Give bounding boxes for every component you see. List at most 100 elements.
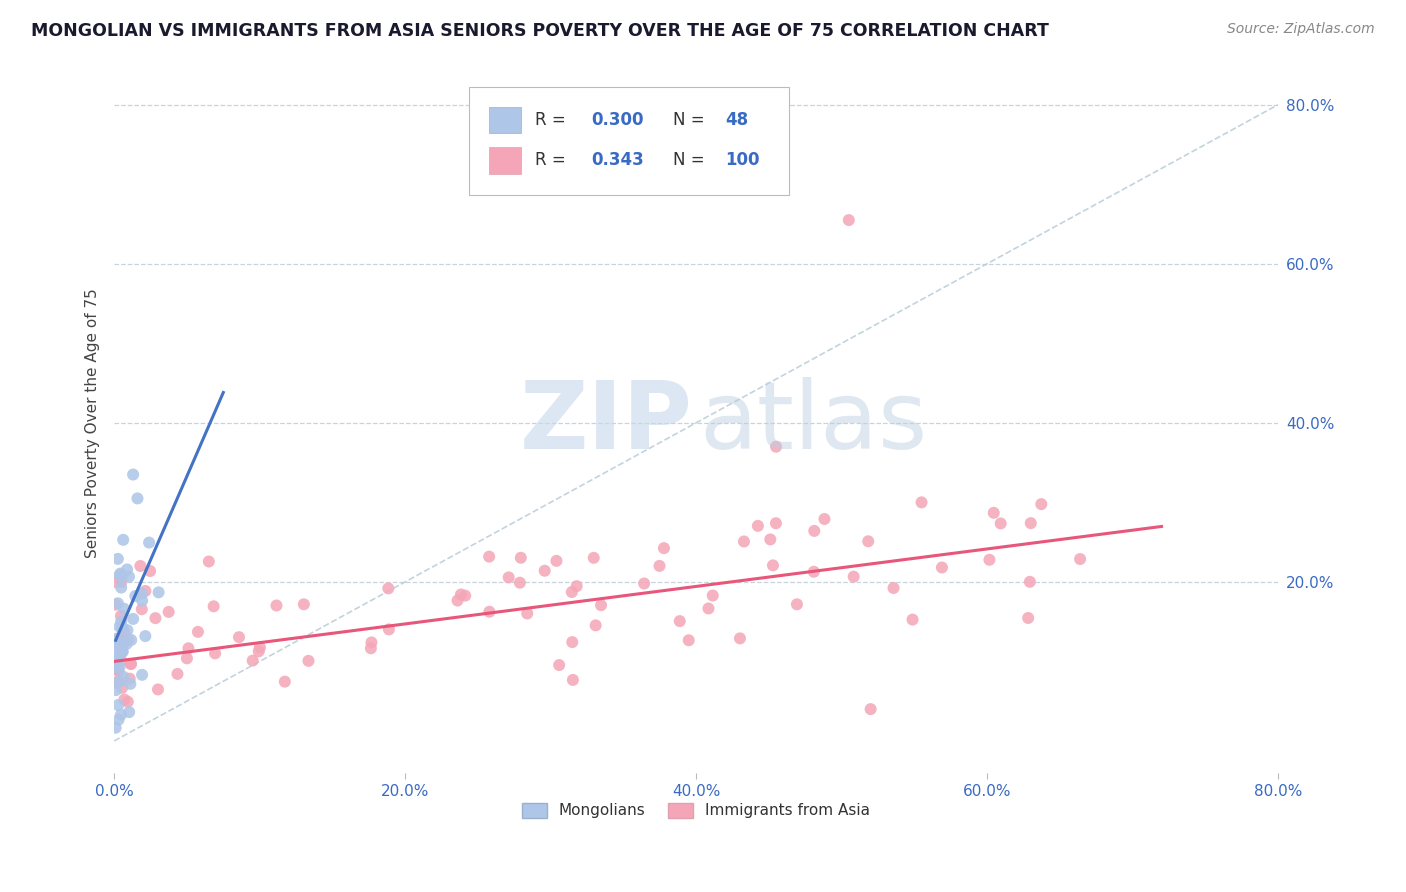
Point [110, 631, 132, 645]
Point [122, 467, 145, 482]
Point [565, 579, 588, 593]
Point [112, 601, 135, 615]
Point [112, 625, 135, 640]
Point [111, 644, 134, 658]
Point [1017, 611, 1039, 625]
Point [112, 692, 135, 706]
Point [728, 632, 751, 646]
Point [228, 630, 250, 644]
Point [546, 554, 568, 568]
Point [516, 607, 538, 621]
Point [177, 641, 200, 656]
Point [990, 516, 1012, 531]
Point [498, 570, 520, 584]
Point [104, 575, 127, 590]
Point [108, 660, 131, 674]
Point [146, 682, 169, 697]
FancyBboxPatch shape [470, 87, 789, 195]
Point [129, 559, 152, 574]
Point [108, 637, 131, 651]
Point [122, 612, 145, 626]
Point [111, 569, 134, 583]
Point [648, 558, 671, 573]
Point [107, 713, 129, 727]
Point [983, 506, 1005, 520]
Text: atlas: atlas [700, 376, 928, 469]
Text: 100: 100 [725, 152, 759, 169]
Point [104, 651, 127, 665]
FancyBboxPatch shape [489, 106, 522, 133]
Point [198, 554, 221, 568]
Point [111, 644, 134, 658]
Point [111, 622, 134, 636]
Point [104, 598, 127, 612]
Point [803, 524, 825, 538]
Point [1031, 497, 1053, 511]
Point [107, 698, 129, 712]
Point [803, 565, 825, 579]
Point [105, 659, 128, 673]
Point [111, 641, 134, 656]
Point [242, 654, 264, 668]
Point [110, 608, 132, 623]
Point [786, 597, 808, 611]
Point [117, 695, 139, 709]
Point [360, 641, 382, 656]
Point [115, 562, 138, 576]
Point [1018, 574, 1040, 589]
Point [360, 635, 382, 649]
Point [377, 582, 399, 596]
Point [105, 632, 128, 646]
Point [204, 646, 226, 660]
Point [450, 587, 472, 601]
Point [134, 629, 156, 643]
Point [118, 569, 141, 583]
Point [108, 620, 131, 634]
Point [633, 576, 655, 591]
Point [110, 615, 132, 629]
Text: N =: N = [673, 152, 710, 169]
Point [561, 585, 583, 599]
Point [1069, 552, 1091, 566]
Point [585, 618, 607, 632]
Point [266, 599, 288, 613]
Point [139, 564, 162, 578]
Point [883, 581, 905, 595]
Point [117, 633, 139, 648]
Point [110, 654, 132, 668]
Point [733, 534, 755, 549]
Point [176, 651, 198, 665]
Point [292, 597, 315, 611]
Point [114, 634, 136, 648]
Point [104, 675, 127, 690]
Point [652, 541, 675, 556]
Point [765, 440, 787, 454]
Point [134, 584, 156, 599]
Point [668, 614, 690, 628]
Point [759, 533, 782, 547]
Point [108, 640, 131, 654]
Point [582, 550, 605, 565]
Point [138, 535, 160, 549]
Point [127, 491, 149, 506]
Point [131, 593, 153, 607]
Point [446, 593, 468, 607]
Text: ZIP: ZIP [520, 376, 693, 469]
Point [110, 566, 132, 581]
Point [1019, 516, 1042, 530]
Point [247, 644, 270, 658]
Point [157, 605, 180, 619]
Point [110, 707, 132, 722]
Point [105, 653, 128, 667]
Point [110, 574, 132, 589]
Point [859, 702, 882, 716]
Point [589, 598, 612, 612]
Point [378, 623, 401, 637]
Point [166, 667, 188, 681]
Point [107, 674, 129, 689]
Point [202, 599, 225, 614]
Legend: Mongolians, Immigrants from Asia: Mongolians, Immigrants from Asia [516, 797, 876, 824]
Y-axis label: Seniors Poverty Over the Age of 75: Seniors Poverty Over the Age of 75 [86, 288, 100, 558]
Point [931, 560, 953, 574]
Point [979, 553, 1001, 567]
